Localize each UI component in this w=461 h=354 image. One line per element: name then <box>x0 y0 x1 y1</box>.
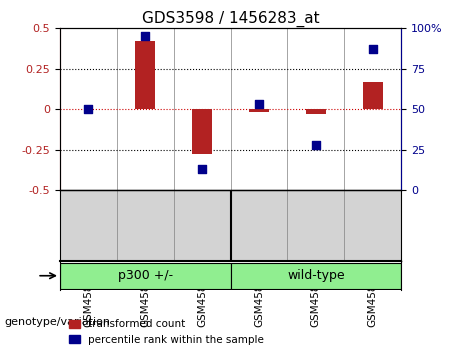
Bar <box>249 109 269 112</box>
Point <box>85 106 92 112</box>
Legend: transformed count, percentile rank within the sample: transformed count, percentile rank withi… <box>65 315 268 349</box>
Point <box>255 102 263 107</box>
FancyBboxPatch shape <box>230 263 401 289</box>
Bar <box>363 82 383 109</box>
Title: GDS3598 / 1456283_at: GDS3598 / 1456283_at <box>142 11 319 27</box>
Point <box>198 166 206 172</box>
FancyBboxPatch shape <box>60 263 230 289</box>
Text: genotype/variation: genotype/variation <box>5 317 111 327</box>
Point <box>142 34 149 39</box>
Point <box>369 46 376 52</box>
Text: wild-type: wild-type <box>287 269 344 282</box>
Bar <box>135 41 155 109</box>
Bar <box>306 109 326 114</box>
Bar <box>192 109 212 154</box>
Text: p300 +/-: p300 +/- <box>118 269 173 282</box>
Point <box>312 142 319 148</box>
